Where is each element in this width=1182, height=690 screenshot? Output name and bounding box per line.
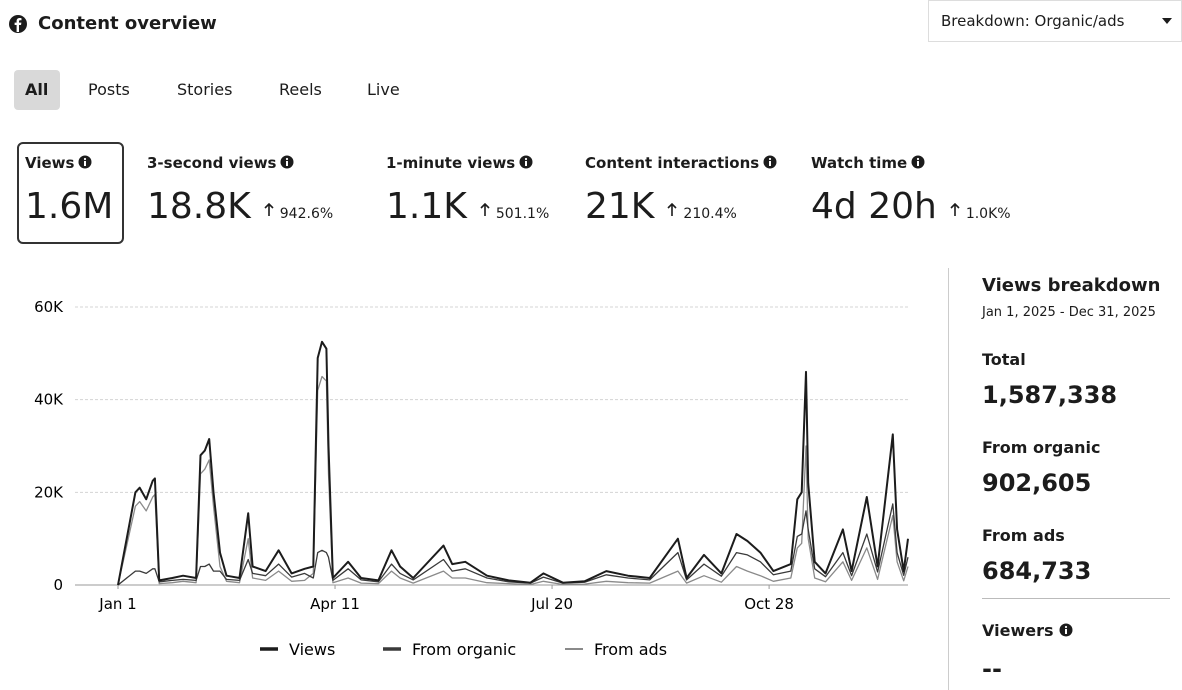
breakdown-title: Views breakdown (982, 275, 1161, 296)
legend-label: From ads (594, 640, 667, 659)
info-icon (78, 155, 92, 169)
x-tick-label: Jul 20 (530, 595, 573, 613)
breakdown-dropdown[interactable]: Breakdown: Organic/ads (928, 0, 1182, 42)
separator (982, 598, 1170, 599)
metric-label-text: 1-minute views (386, 154, 516, 172)
line-series (117, 503, 909, 586)
metric-label-text: Content interactions (585, 154, 760, 172)
info-icon (1059, 623, 1073, 637)
metric-label[interactable]: 3-second views (147, 154, 294, 172)
metric-change: 210.4% (683, 206, 737, 222)
metric-value-text: 18.8K (147, 186, 251, 227)
metric-label-text: 3-second views (147, 154, 277, 172)
viewers-label: Viewers (982, 621, 1054, 640)
stat-value: -- (982, 655, 1002, 683)
stat-label: Total (982, 350, 1026, 369)
legend-label: From organic (412, 640, 516, 659)
metric-value-text: 4d 20h (811, 186, 937, 227)
up-arrow (950, 202, 960, 216)
stat-value: 1,587,338 (982, 381, 1118, 409)
metric-value: 21K 210.4% (585, 186, 737, 227)
up-arrow (667, 202, 677, 216)
info-icon (911, 155, 925, 169)
y-tick-label: 0 (53, 576, 63, 594)
stat-value: 902,605 (982, 469, 1092, 497)
facebook-icon (9, 15, 27, 33)
info-icon (763, 155, 777, 169)
metric-value-text: 21K (585, 186, 655, 227)
tab[interactable]: All (25, 80, 49, 99)
metric-value: 1.6M (25, 186, 113, 227)
tab[interactable]: Stories (177, 80, 233, 99)
metric-change: 942.6% (279, 206, 334, 222)
metric-label-text: Views (25, 154, 75, 172)
metric-label[interactable]: Content interactions (585, 154, 777, 172)
tab-selected-bg (14, 70, 60, 110)
stat-value: 684,733 (982, 557, 1092, 585)
metric-value-text: 1.6M (25, 186, 114, 227)
legend-label: Views (289, 640, 335, 659)
metric-selected-box[interactable] (17, 142, 124, 244)
info-icon (519, 155, 533, 169)
x-tick-label: Apr 11 (310, 595, 360, 613)
y-tick-label: 20K (34, 483, 64, 501)
metric-label-text: Watch time (811, 154, 908, 172)
up-arrow (264, 202, 274, 216)
metric-change: 501.1% (495, 206, 550, 222)
x-tick-label: Oct 28 (744, 595, 794, 613)
up-arrow (480, 202, 490, 216)
divider (948, 268, 949, 690)
metric-value: 1.1K 501.1% (386, 186, 549, 227)
metric-value: 18.8K 942.6% (147, 186, 333, 227)
line-series (117, 340, 909, 586)
dropdown-label: Breakdown: Organic/ads (941, 12, 1125, 30)
chart: 0 20K 40K 60K Jan 1 Apr 11 Jul 20 Oct 28 Views Fr… (34, 298, 909, 659)
stat-label: From ads (982, 526, 1065, 545)
breakdown-range: Jan 1, 2025 - Dec 31, 2025 (982, 305, 1156, 320)
metric-label[interactable]: 1-minute views (386, 154, 533, 172)
metric-label[interactable]: Views (25, 154, 92, 172)
page-title: Content overview (38, 13, 217, 34)
x-tick-label: Jan 1 (98, 595, 136, 613)
tab[interactable]: Posts (88, 80, 130, 99)
metric-value: 4d 20h 1.0K% (811, 186, 1011, 227)
tab[interactable]: Reels (279, 80, 322, 99)
line-series (117, 375, 909, 586)
metric-change: 1.0K% (965, 206, 1011, 222)
stat-label: From organic (982, 438, 1101, 457)
info-icon (280, 155, 294, 169)
tab[interactable]: Live (367, 80, 400, 99)
y-tick-label: 40K (34, 391, 64, 409)
y-tick-label: 60K (34, 298, 64, 316)
metric-label[interactable]: Watch time (811, 154, 925, 172)
stat-label: Viewers (982, 621, 1073, 640)
metric-value-text: 1.1K (386, 186, 467, 227)
dropdown-arrow (1162, 18, 1172, 24)
